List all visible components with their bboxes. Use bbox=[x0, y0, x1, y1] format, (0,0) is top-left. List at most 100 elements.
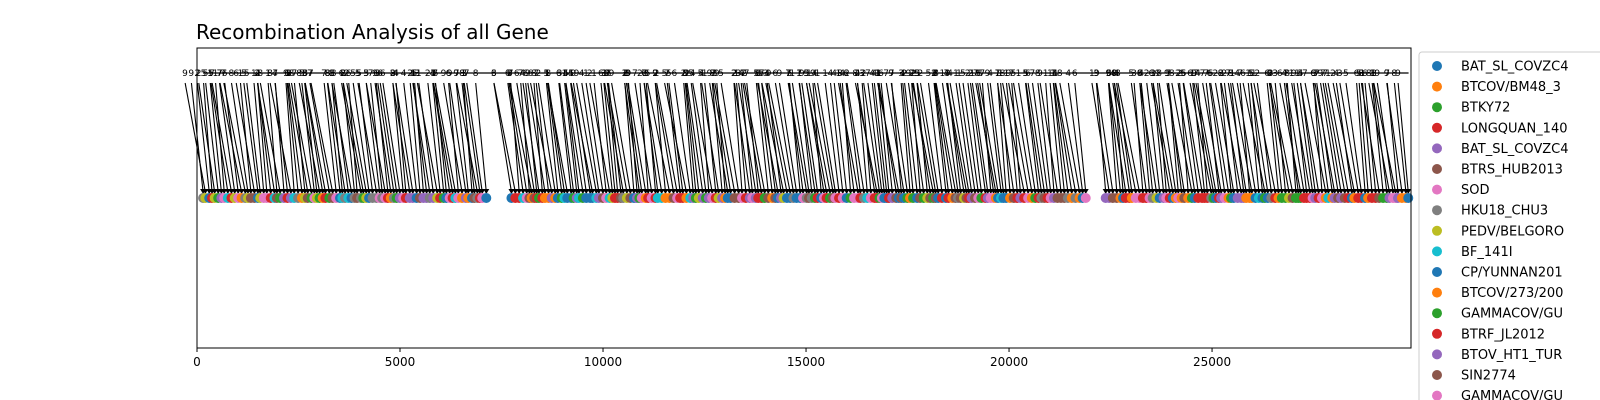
annotation-arrow bbox=[900, 82, 911, 193]
legend-label: LONGQUAN_140 bbox=[1461, 121, 1568, 136]
legend-marker bbox=[1432, 328, 1442, 339]
annotation-arrow bbox=[837, 82, 859, 193]
annotation-arrow bbox=[432, 82, 445, 193]
annotation-arrow bbox=[196, 82, 210, 193]
annotation-label: 5 bbox=[1180, 69, 1186, 79]
x-tick-label: 25000 bbox=[1193, 355, 1231, 369]
annotation-label: 2 bbox=[254, 69, 260, 79]
legend-label: PEDV/BELGORO bbox=[1461, 224, 1564, 239]
annotation-arrow bbox=[611, 82, 631, 193]
annotation-label: 1 bbox=[213, 69, 219, 79]
annotation-arrow bbox=[331, 82, 353, 193]
plot-frame bbox=[196, 47, 1412, 349]
annotation-arrowhead bbox=[1230, 189, 1237, 194]
annotation-label: 8 bbox=[975, 69, 981, 79]
annotation-label: 6 bbox=[772, 69, 778, 79]
annotation-arrowhead bbox=[1394, 189, 1401, 194]
annotation-arrow bbox=[761, 82, 785, 193]
annotation-arrowhead bbox=[1082, 189, 1089, 194]
legend-label: SOD bbox=[1461, 183, 1490, 198]
annotation-arrow bbox=[570, 82, 593, 193]
annotation-label: 9 bbox=[1191, 69, 1197, 79]
annotation-arrow bbox=[808, 82, 831, 193]
annotation-arrow bbox=[449, 82, 467, 193]
annotation-label: 5 bbox=[356, 69, 362, 79]
annotation-arrow bbox=[1112, 82, 1130, 193]
annotation-label: 2 bbox=[967, 69, 973, 79]
annotation-arrow bbox=[230, 82, 249, 193]
annotation-arrow bbox=[346, 82, 367, 193]
annotation-label: 9 bbox=[1318, 69, 1324, 79]
legend-marker bbox=[1432, 370, 1442, 380]
annotation-arrow bbox=[455, 82, 469, 193]
annotation-arrow bbox=[1053, 82, 1069, 193]
annotation-label: 5 bbox=[914, 69, 920, 79]
annotation-arrow bbox=[1012, 82, 1033, 193]
annotation-label: 8 bbox=[1218, 69, 1224, 79]
annotation-arrowhead bbox=[1221, 189, 1228, 194]
annotation-label: 7 bbox=[632, 69, 638, 79]
annotation-arrow bbox=[962, 82, 979, 193]
annotation-label: 7 bbox=[797, 69, 803, 79]
annotation-arrow bbox=[456, 82, 478, 193]
annotation-arrow bbox=[686, 82, 704, 193]
annotation-arrow bbox=[757, 82, 779, 193]
annotation-arrow bbox=[304, 82, 318, 193]
annotation-arrow bbox=[1193, 82, 1214, 193]
annotation-label: 4 bbox=[1195, 69, 1201, 79]
annotation-label: 3 bbox=[1337, 69, 1343, 79]
annotation-arrow bbox=[867, 82, 883, 193]
annotation-arrow bbox=[1242, 82, 1266, 193]
annotation-arrow bbox=[845, 82, 861, 193]
annotation-label: 6 bbox=[1072, 69, 1078, 79]
annotation-arrow bbox=[466, 82, 483, 193]
annotation-arrow bbox=[274, 82, 289, 193]
annotation-label: 8 bbox=[1391, 69, 1397, 79]
annotation-arrow bbox=[1322, 82, 1342, 193]
annotation-arrow bbox=[293, 82, 306, 193]
annotation-label: 7 bbox=[995, 69, 1001, 79]
annotation-arrowhead bbox=[1072, 189, 1079, 194]
annotation-label: 1 bbox=[1053, 69, 1059, 79]
annotation-label: 4 bbox=[1110, 69, 1116, 79]
annotation-arrow bbox=[507, 82, 524, 193]
annotation-label: 7 bbox=[973, 69, 979, 79]
annotation-label: 3 bbox=[859, 69, 865, 79]
annotation-arrow bbox=[907, 82, 925, 193]
annotation-arrow bbox=[919, 82, 939, 193]
annotation-label: 3 bbox=[736, 69, 742, 79]
annotation-arrow bbox=[1210, 82, 1230, 193]
legend-label: BTRS_HUB2013 bbox=[1461, 163, 1563, 178]
annotation-label: 7 bbox=[1166, 69, 1172, 79]
annotation-label: 5 bbox=[759, 69, 765, 79]
annotation-arrowhead bbox=[910, 189, 917, 194]
legend-marker bbox=[1432, 349, 1442, 360]
annotation-label: 7 bbox=[506, 69, 512, 79]
x-tick-label: 5000 bbox=[385, 355, 416, 369]
annotation-label: 1 bbox=[806, 69, 812, 79]
annotation-arrowhead bbox=[851, 189, 858, 194]
annotation-label: 1 bbox=[562, 69, 568, 79]
annotation-arrow bbox=[712, 82, 732, 193]
annotation-arrowhead bbox=[727, 189, 734, 194]
annotation-arrow bbox=[761, 82, 776, 193]
annotation-label: 7 bbox=[865, 69, 871, 79]
annotation-arrow bbox=[997, 82, 1007, 193]
annotation-label: 5 bbox=[753, 69, 759, 79]
annotation-arrow bbox=[463, 82, 481, 193]
annotation-arrow bbox=[1167, 82, 1183, 193]
annotation-arrowhead bbox=[867, 189, 874, 194]
annotation-label: 1 bbox=[1016, 69, 1022, 79]
annotation-arrow bbox=[890, 82, 908, 193]
annotation-label: 1 bbox=[702, 69, 708, 79]
annotation-label: 9 bbox=[803, 69, 809, 79]
annotation-label: 7 bbox=[664, 69, 670, 79]
annotation-label: 8 bbox=[1137, 69, 1143, 79]
annotation-label: 2 bbox=[1221, 69, 1227, 79]
annotation-arrow bbox=[377, 82, 395, 193]
annotation-arrow bbox=[443, 82, 463, 193]
annotation-label: 6 bbox=[1240, 69, 1246, 79]
annotation-arrow bbox=[1285, 82, 1305, 193]
annotation-arrowhead bbox=[291, 189, 298, 194]
annotation-label: 6 bbox=[1354, 69, 1360, 79]
